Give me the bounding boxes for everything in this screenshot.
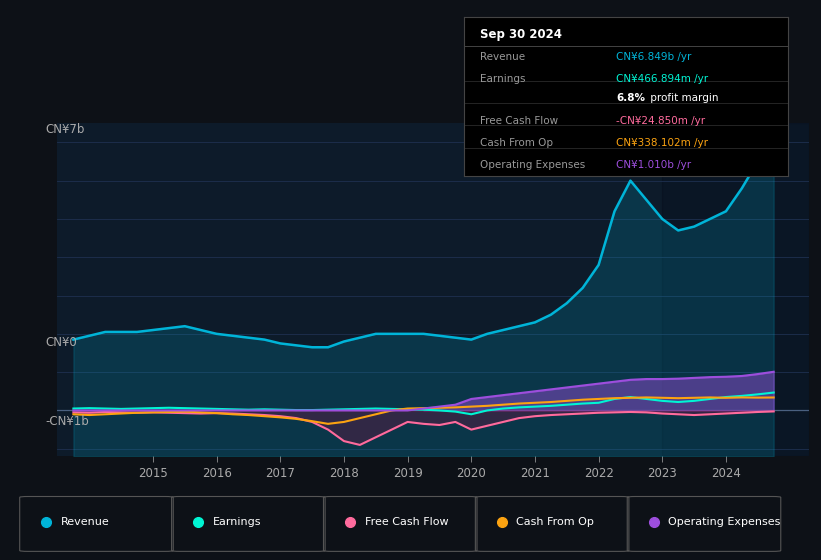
Text: profit margin: profit margin bbox=[647, 94, 718, 104]
Text: Earnings: Earnings bbox=[213, 517, 261, 528]
Text: CN¥1.010b /yr: CN¥1.010b /yr bbox=[617, 160, 691, 170]
Text: 6.8%: 6.8% bbox=[617, 94, 645, 104]
Text: CN¥466.894m /yr: CN¥466.894m /yr bbox=[617, 74, 709, 84]
Text: Operating Expenses: Operating Expenses bbox=[480, 160, 585, 170]
Text: Cash From Op: Cash From Op bbox=[516, 517, 594, 528]
Text: Free Cash Flow: Free Cash Flow bbox=[365, 517, 448, 528]
Text: -CN¥1b: -CN¥1b bbox=[45, 414, 89, 428]
Text: Sep 30 2024: Sep 30 2024 bbox=[480, 28, 562, 41]
Text: -CN¥24.850m /yr: -CN¥24.850m /yr bbox=[617, 116, 705, 126]
Text: CN¥338.102m /yr: CN¥338.102m /yr bbox=[617, 138, 709, 148]
Text: CN¥7b: CN¥7b bbox=[45, 123, 85, 137]
Bar bbox=[663, 123, 809, 456]
Text: Revenue: Revenue bbox=[480, 52, 525, 62]
Text: Earnings: Earnings bbox=[480, 74, 525, 84]
Text: CN¥6.849b /yr: CN¥6.849b /yr bbox=[617, 52, 691, 62]
Text: Operating Expenses: Operating Expenses bbox=[668, 517, 781, 528]
Text: Cash From Op: Cash From Op bbox=[480, 138, 553, 148]
Text: Free Cash Flow: Free Cash Flow bbox=[480, 116, 558, 126]
Text: Revenue: Revenue bbox=[61, 517, 109, 528]
Text: CN¥0: CN¥0 bbox=[45, 336, 77, 349]
